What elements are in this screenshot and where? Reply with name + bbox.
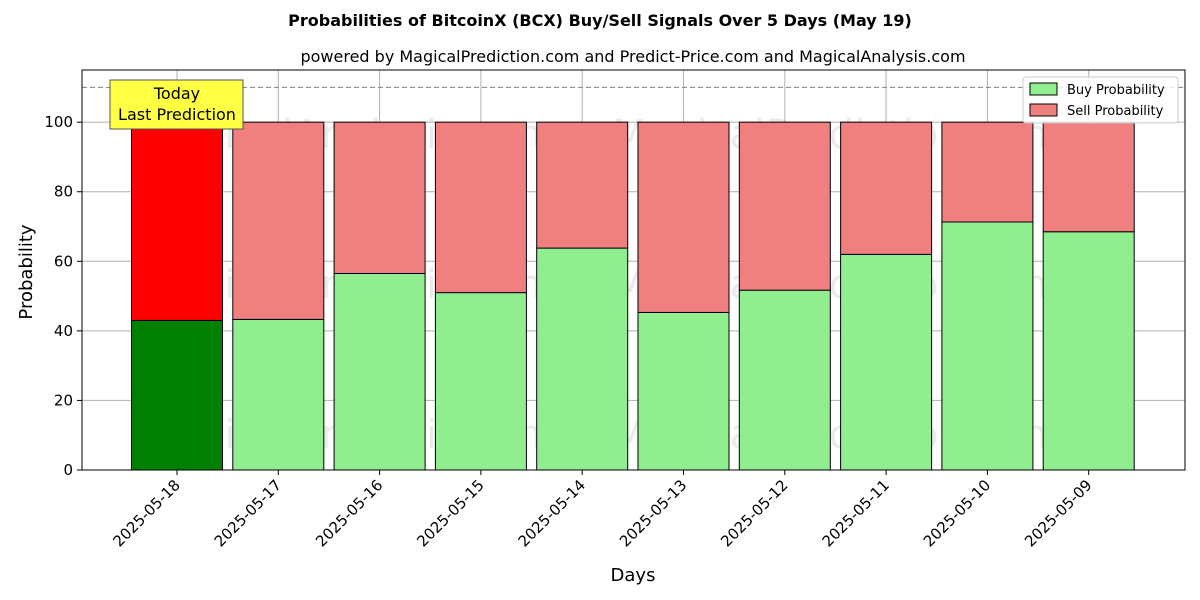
annotation-text: Last Prediction — [118, 105, 236, 124]
sell-bar — [1042, 121, 1135, 233]
y-tick-label: 100 — [44, 113, 73, 131]
x-tick-label: 2025-05-15 — [413, 476, 487, 550]
x-tick-label: 2025-05-18 — [109, 476, 183, 550]
x-tick-label: 2025-05-13 — [616, 476, 690, 550]
legend-label: Buy Probability — [1067, 83, 1165, 98]
buy-bar — [536, 247, 629, 471]
sell-bar — [232, 121, 325, 320]
buy-bar — [434, 292, 527, 471]
plot-frame — [81, 69, 1186, 471]
x-tick-label: 2025-05-14 — [515, 476, 589, 550]
y-tick-label: 40 — [54, 322, 73, 340]
buy-bar — [131, 319, 223, 471]
legend-label: Sell Probability — [1067, 104, 1164, 119]
y-tick-label: 80 — [54, 183, 73, 201]
buy-bar — [738, 289, 831, 471]
buy-bar — [333, 272, 426, 471]
sell-bar — [840, 121, 933, 255]
x-tick-label: 2025-05-09 — [1021, 476, 1095, 550]
x-tick-label: 2025-05-11 — [819, 476, 893, 550]
sell-bar — [738, 121, 831, 291]
buy-bar — [637, 311, 730, 471]
annotation-box — [109, 79, 244, 130]
chart-title: Probabilities of BitcoinX (BCX) Buy/Sell… — [288, 11, 912, 30]
bars — [131, 121, 1135, 471]
sell-bar — [637, 121, 730, 313]
x-tick-label: 2025-05-12 — [717, 476, 791, 550]
annotation: Today Last Prediction — [109, 79, 244, 130]
sell-bar — [434, 121, 527, 294]
legend-box — [1022, 76, 1179, 124]
annotation-text: Today — [153, 84, 200, 103]
x-tick-label: 2025-05-10 — [920, 476, 994, 550]
legend-swatch — [1029, 103, 1058, 117]
x-tick-label: 2025-05-16 — [312, 476, 386, 550]
buy-bar — [232, 318, 325, 471]
y-tick-label: 60 — [54, 252, 73, 270]
x-tick-label: 2025-05-17 — [211, 476, 285, 550]
y-tick-label: 0 — [63, 461, 73, 479]
sell-bar — [131, 121, 223, 321]
chart-subtitle: powered by MagicalPrediction.com and Pre… — [300, 47, 965, 66]
sell-bar — [941, 121, 1034, 223]
y-axis-label: Probability — [16, 224, 37, 319]
sell-bar — [333, 121, 426, 274]
legend: Buy Probability Sell Probability — [1022, 76, 1179, 124]
x-axis-label: Days — [611, 565, 656, 586]
buy-bar — [941, 221, 1034, 471]
sell-bar — [536, 121, 629, 249]
legend-swatch — [1029, 82, 1058, 96]
y-tick-label: 20 — [54, 391, 73, 409]
buy-bar — [1042, 231, 1135, 471]
buy-bar — [840, 253, 933, 471]
